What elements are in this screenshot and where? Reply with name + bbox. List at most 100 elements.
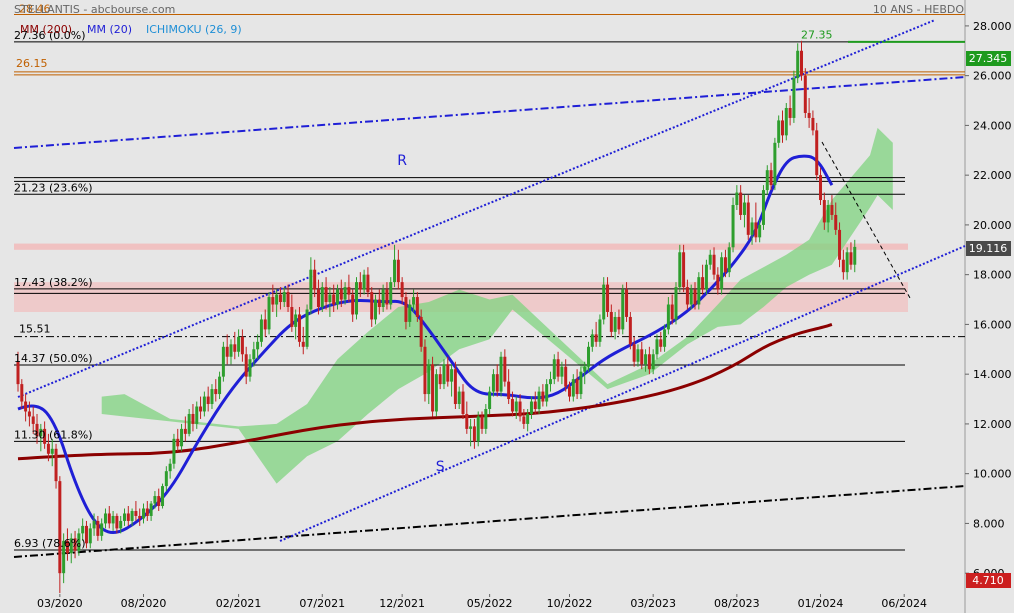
candle-body xyxy=(362,274,366,290)
candle-body xyxy=(617,316,621,330)
candle-body xyxy=(780,120,784,136)
candle-body xyxy=(548,379,552,385)
candle-body xyxy=(396,259,400,283)
candle-body xyxy=(103,513,107,524)
candle-body xyxy=(119,520,123,529)
y-tick-label: 24.000 xyxy=(973,119,1012,132)
annotation-2: 27.35 xyxy=(801,28,833,41)
x-tick-label: 12/2021 xyxy=(379,597,425,610)
candle-body xyxy=(784,107,788,136)
candle-body xyxy=(758,224,762,238)
y-tick-label: 20.000 xyxy=(973,219,1012,232)
candle-body xyxy=(316,289,320,307)
candle-body xyxy=(606,284,610,312)
candle-body xyxy=(777,120,781,143)
candle-body xyxy=(286,292,290,307)
candle-body xyxy=(845,252,849,273)
candle-body xyxy=(320,287,324,307)
candle-body xyxy=(507,381,511,400)
chart-period: 10 ANS - HEBDO xyxy=(873,3,964,16)
candle-body xyxy=(400,282,404,298)
candle-body xyxy=(491,374,495,392)
candle-body xyxy=(453,369,457,405)
candle-body xyxy=(381,289,385,307)
candle-body xyxy=(358,282,362,290)
y-tick-label: 12.000 xyxy=(973,418,1012,431)
candle-body xyxy=(54,448,58,482)
candle-body xyxy=(377,299,381,307)
candle-body xyxy=(838,229,842,260)
candle-body xyxy=(670,304,674,320)
candle-body xyxy=(290,307,294,327)
y-tick-label: 28.000 xyxy=(973,20,1012,33)
candle-body xyxy=(199,406,203,412)
candle-body xyxy=(526,413,530,424)
candle-body xyxy=(58,481,62,574)
candle-body xyxy=(328,294,332,303)
legend-mm20: MM (20) xyxy=(87,23,132,36)
candle-body xyxy=(514,401,518,412)
candle-body xyxy=(195,406,199,424)
candle-body xyxy=(754,222,758,238)
lower-channel-line xyxy=(279,245,966,542)
y-tick-label: 18.000 xyxy=(973,269,1012,282)
candle-body xyxy=(431,364,435,412)
candlesticks xyxy=(16,40,857,594)
candle-body xyxy=(335,289,339,305)
candle-body xyxy=(761,190,765,225)
upper-dash-dot-line xyxy=(13,76,966,149)
candle-body xyxy=(632,344,636,362)
candle-body xyxy=(788,107,792,118)
candle-body xyxy=(564,366,568,387)
candle-body xyxy=(484,408,488,429)
fib-label-5: 6.93 (78.6%) xyxy=(14,537,86,550)
candle-body xyxy=(297,314,301,342)
candle-body xyxy=(510,399,514,412)
candle-body xyxy=(233,344,237,352)
candle-body xyxy=(305,309,309,347)
last-high-tag: 27.345 xyxy=(969,52,1008,65)
upper-channel-line xyxy=(17,19,936,398)
candle-body xyxy=(666,304,670,330)
candle-body xyxy=(374,299,378,320)
candle-body xyxy=(343,287,347,300)
legend-mm200: MM (200) xyxy=(20,23,72,36)
candle-body xyxy=(522,416,526,424)
candle-body xyxy=(100,523,104,536)
candle-body xyxy=(130,510,134,521)
candle-body xyxy=(256,341,260,350)
annotation-0: R xyxy=(397,153,407,169)
candle-body xyxy=(822,200,826,223)
candle-body xyxy=(176,438,180,447)
candle-body xyxy=(278,294,282,303)
fib-label-3: 14.37 (50.0%) xyxy=(14,352,93,365)
candle-body xyxy=(355,282,359,315)
candle-body xyxy=(697,277,701,305)
candle-body xyxy=(294,314,298,327)
level-label-28-46: 28.46 xyxy=(19,2,51,15)
candle-body xyxy=(800,50,804,76)
candle-body xyxy=(575,379,579,395)
candle-body xyxy=(537,391,541,409)
candle-body xyxy=(567,386,571,397)
candle-body xyxy=(849,252,853,265)
candle-body xyxy=(480,416,484,429)
candle-body xyxy=(351,294,355,315)
fib-label-0: 27.36 (0.0%) xyxy=(14,29,86,42)
candle-body xyxy=(225,346,229,357)
candle-body xyxy=(556,359,560,377)
candle-body xyxy=(43,428,47,444)
x-tick-label: 08/2023 xyxy=(714,597,760,610)
candle-body xyxy=(191,413,195,424)
candle-body xyxy=(735,192,739,206)
candle-body xyxy=(35,423,39,437)
candle-body xyxy=(571,379,575,397)
candle-body xyxy=(27,411,31,417)
candle-body xyxy=(126,513,130,521)
candle-body xyxy=(819,175,823,201)
candle-body xyxy=(446,364,450,382)
candle-body xyxy=(674,287,678,320)
candle-body xyxy=(598,319,602,342)
x-tick-label: 01/2024 xyxy=(798,597,844,610)
